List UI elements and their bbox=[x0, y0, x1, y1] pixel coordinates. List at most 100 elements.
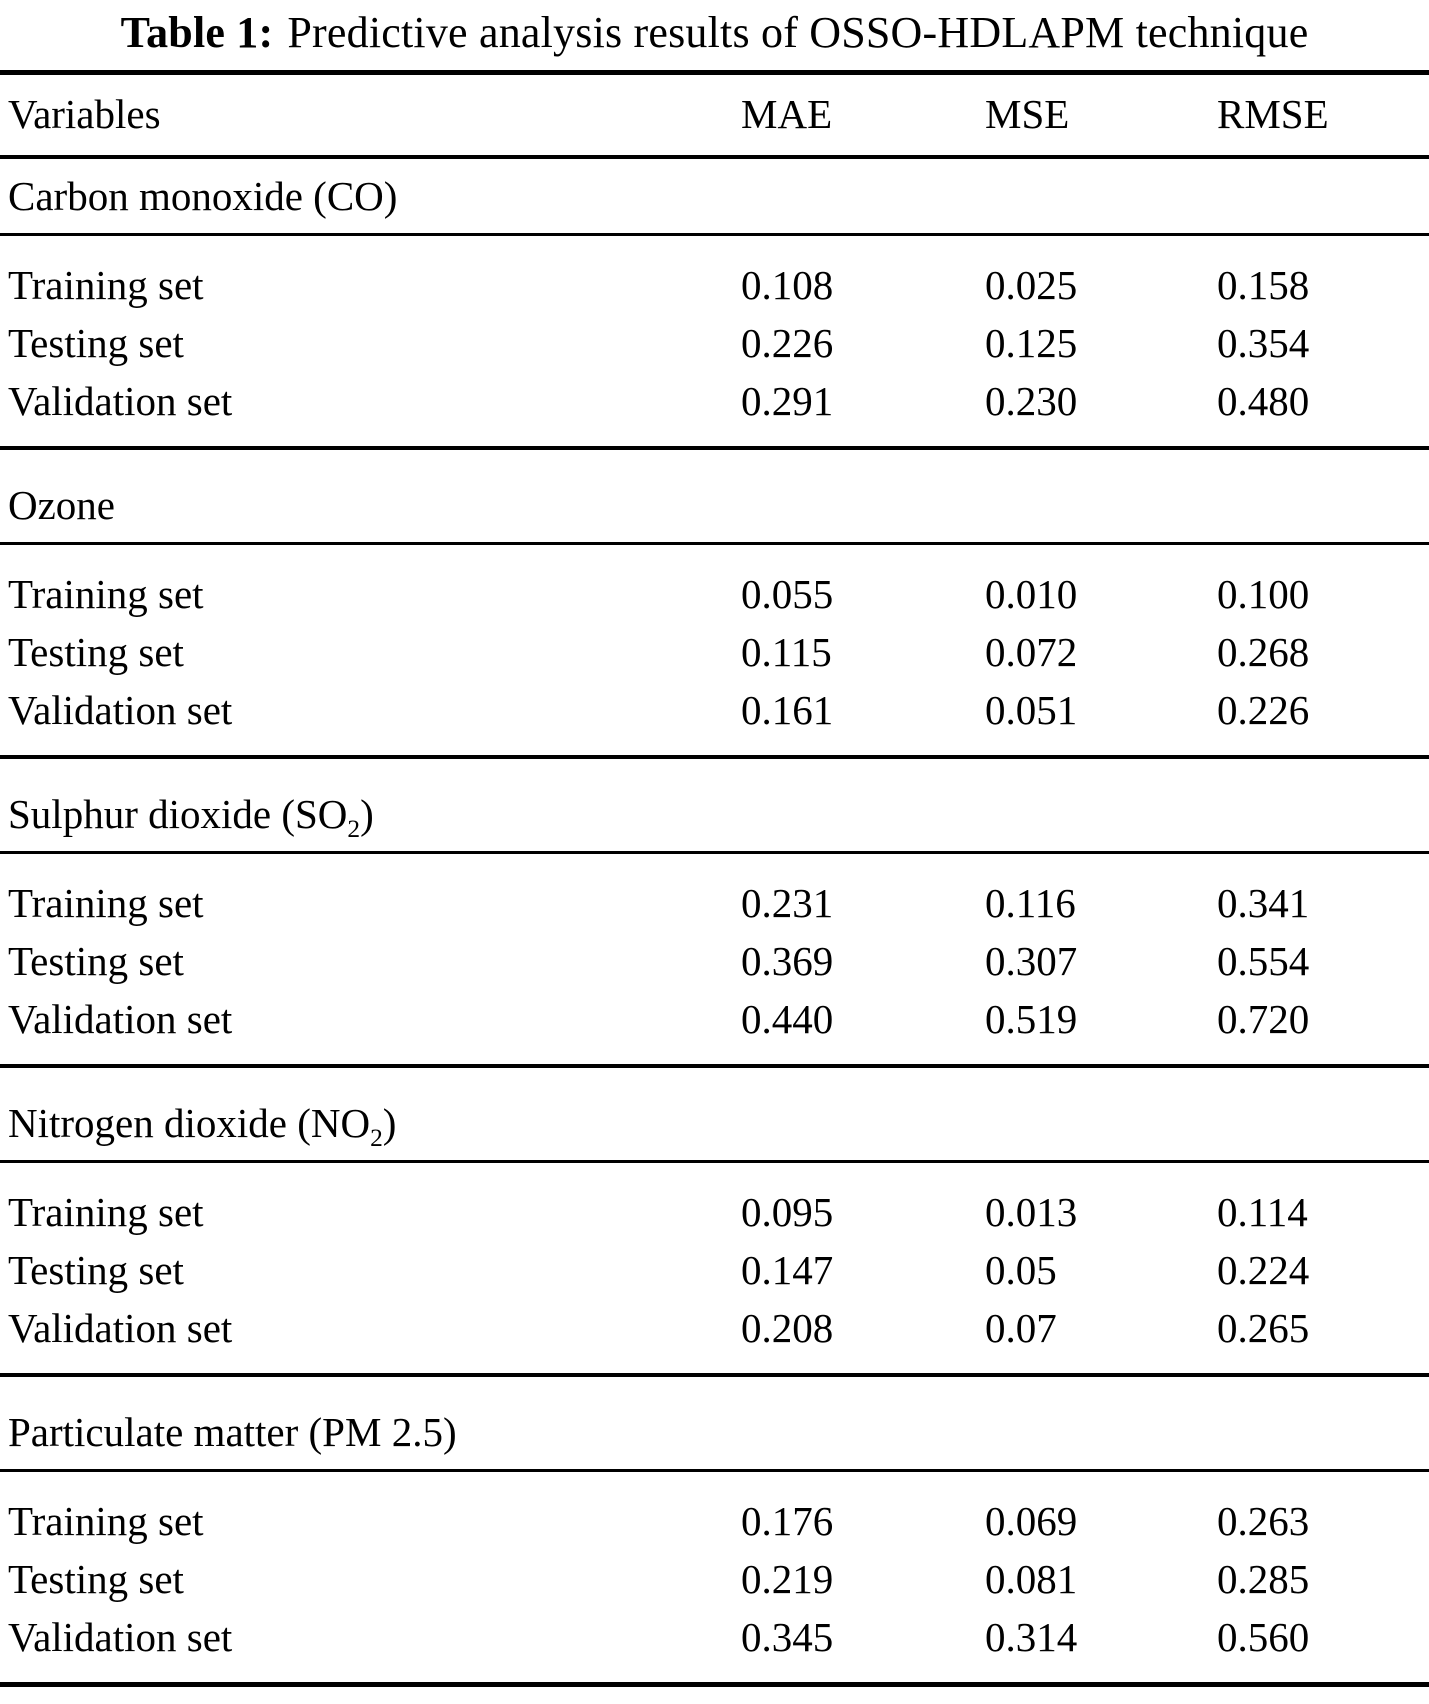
mae-value: 0.147 bbox=[741, 1247, 834, 1293]
rmse-value: 0.226 bbox=[1217, 687, 1310, 733]
mse-value: 0.519 bbox=[985, 996, 1078, 1042]
row-label: Testing set bbox=[8, 320, 184, 366]
table-row: Testing set 0.115 0.072 0.268 bbox=[0, 623, 1429, 681]
row-label: Training set bbox=[8, 1189, 204, 1235]
table-section: Particulate matter (PM 2.5) Training set 0… bbox=[0, 1377, 1429, 1682]
mae-value: 0.345 bbox=[741, 1614, 834, 1660]
table-number: Table 1: bbox=[120, 8, 274, 57]
mae-value: 0.226 bbox=[741, 320, 834, 366]
table-row: Training set 0.231 0.116 0.341 bbox=[0, 874, 1429, 932]
mae-value: 0.219 bbox=[741, 1556, 834, 1602]
row-label: Testing set bbox=[8, 629, 184, 675]
row-label: Validation set bbox=[8, 1305, 233, 1351]
column-header-mae: MAE bbox=[741, 91, 833, 137]
thin-rule bbox=[0, 233, 1429, 236]
table-section: Sulphur dioxide (SO2) Training set 0.231 0.… bbox=[0, 759, 1429, 1064]
mae-value: 0.208 bbox=[741, 1305, 834, 1351]
thin-rule bbox=[0, 542, 1429, 545]
mse-value: 0.05 bbox=[985, 1247, 1057, 1293]
mae-value: 0.095 bbox=[741, 1189, 834, 1235]
mse-value: 0.051 bbox=[985, 687, 1078, 733]
section-rule bbox=[0, 1373, 1429, 1377]
section-header-subscript: 2 bbox=[347, 815, 361, 844]
table-row: Testing set 0.369 0.307 0.554 bbox=[0, 932, 1429, 990]
top-rule bbox=[0, 70, 1429, 75]
table-row: Validation set 0.161 0.051 0.226 bbox=[0, 681, 1429, 739]
table-row: Training set 0.055 0.010 0.100 bbox=[0, 565, 1429, 623]
row-label: Testing set bbox=[8, 938, 184, 984]
rmse-value: 0.354 bbox=[1217, 320, 1310, 366]
mse-value: 0.081 bbox=[985, 1556, 1078, 1602]
thin-rule bbox=[0, 1469, 1429, 1472]
mae-value: 0.055 bbox=[741, 571, 834, 617]
rmse-value: 0.480 bbox=[1217, 378, 1310, 424]
mae-value: 0.440 bbox=[741, 996, 834, 1042]
mse-value: 0.314 bbox=[985, 1614, 1078, 1660]
row-label: Validation set bbox=[8, 687, 233, 733]
row-label: Validation set bbox=[8, 1614, 233, 1660]
mae-value: 0.231 bbox=[741, 880, 834, 926]
mse-value: 0.025 bbox=[985, 262, 1078, 308]
table-row: Testing set 0.147 0.05 0.224 bbox=[0, 1241, 1429, 1299]
section-rule bbox=[0, 446, 1429, 450]
rmse-value: 0.285 bbox=[1217, 1556, 1310, 1602]
table-title: Table 1: Predictive analysis results of O… bbox=[0, 0, 1429, 70]
mse-value: 0.010 bbox=[985, 571, 1078, 617]
column-header-mse: MSE bbox=[985, 91, 1070, 137]
mse-value: 0.125 bbox=[985, 320, 1078, 366]
row-label: Training set bbox=[8, 262, 204, 308]
mse-value: 0.07 bbox=[985, 1305, 1057, 1351]
mse-value: 0.013 bbox=[985, 1189, 1078, 1235]
rmse-value: 0.554 bbox=[1217, 938, 1310, 984]
table-row: Validation set 0.291 0.230 0.480 bbox=[0, 372, 1429, 430]
section-rule bbox=[0, 755, 1429, 759]
section-rows: Training set 0.095 0.013 0.114 Testing set 0.… bbox=[0, 1163, 1429, 1373]
rmse-value: 0.224 bbox=[1217, 1247, 1310, 1293]
mae-value: 0.291 bbox=[741, 378, 834, 424]
section-header: Ozone bbox=[8, 482, 116, 528]
section-rows: Training set 0.055 0.010 0.100 Testing set 0.… bbox=[0, 545, 1429, 755]
section-header: Particulate matter (PM 2.5) bbox=[8, 1409, 457, 1455]
section-rule bbox=[0, 1064, 1429, 1068]
table-row: Testing set 0.226 0.125 0.354 bbox=[0, 314, 1429, 372]
table-row: Validation set 0.440 0.519 0.720 bbox=[0, 990, 1429, 1048]
row-label: Testing set bbox=[8, 1247, 184, 1293]
row-label: Validation set bbox=[8, 378, 233, 424]
mae-value: 0.115 bbox=[741, 629, 832, 675]
section-header: Sulphur dioxide (SO2) bbox=[8, 791, 374, 844]
row-label: Validation set bbox=[8, 996, 233, 1042]
row-label: Training set bbox=[8, 571, 204, 617]
header-rule bbox=[0, 155, 1429, 159]
mse-value: 0.069 bbox=[985, 1498, 1078, 1544]
mse-value: 0.116 bbox=[985, 880, 1076, 926]
rmse-value: 0.268 bbox=[1217, 629, 1310, 675]
section-rows: Training set 0.176 0.069 0.263 Testing set 0.… bbox=[0, 1472, 1429, 1682]
table-body: Carbon monoxide (CO) Training set 0.108 0.0… bbox=[0, 159, 1429, 1687]
rmse-value: 0.720 bbox=[1217, 996, 1310, 1042]
rmse-value: 0.560 bbox=[1217, 1614, 1310, 1660]
section-rows: Training set 0.231 0.116 0.341 Testing set 0.… bbox=[0, 854, 1429, 1064]
section-rows: Training set 0.108 0.025 0.158 Testing set 0.… bbox=[0, 236, 1429, 446]
mse-value: 0.072 bbox=[985, 629, 1078, 675]
thin-rule bbox=[0, 851, 1429, 854]
thin-rule bbox=[0, 1160, 1429, 1163]
table-row: Training set 0.108 0.025 0.158 bbox=[0, 256, 1429, 314]
table-section: Carbon monoxide (CO) Training set 0.108 0.0… bbox=[0, 159, 1429, 446]
row-label: Training set bbox=[8, 880, 204, 926]
table-section: Nitrogen dioxide (NO2) Training set 0.095 0… bbox=[0, 1068, 1429, 1373]
column-header-rmse: RMSE bbox=[1217, 91, 1329, 137]
mae-value: 0.108 bbox=[741, 262, 834, 308]
row-label: Testing set bbox=[8, 1556, 184, 1602]
rmse-value: 0.114 bbox=[1217, 1189, 1308, 1235]
mae-value: 0.161 bbox=[741, 687, 834, 733]
table-row: Validation set 0.208 0.07 0.265 bbox=[0, 1299, 1429, 1357]
section-header: Carbon monoxide (CO) bbox=[8, 173, 398, 219]
table-row: Testing set 0.219 0.081 0.285 bbox=[0, 1550, 1429, 1608]
column-header-row: Variables MAE MSE RMSE bbox=[0, 75, 1429, 155]
table-row: Training set 0.176 0.069 0.263 bbox=[0, 1492, 1429, 1550]
rmse-value: 0.341 bbox=[1217, 880, 1310, 926]
table-row: Validation set 0.345 0.314 0.560 bbox=[0, 1608, 1429, 1666]
rmse-value: 0.265 bbox=[1217, 1305, 1310, 1351]
mse-value: 0.230 bbox=[985, 378, 1078, 424]
row-label: Training set bbox=[8, 1498, 204, 1544]
